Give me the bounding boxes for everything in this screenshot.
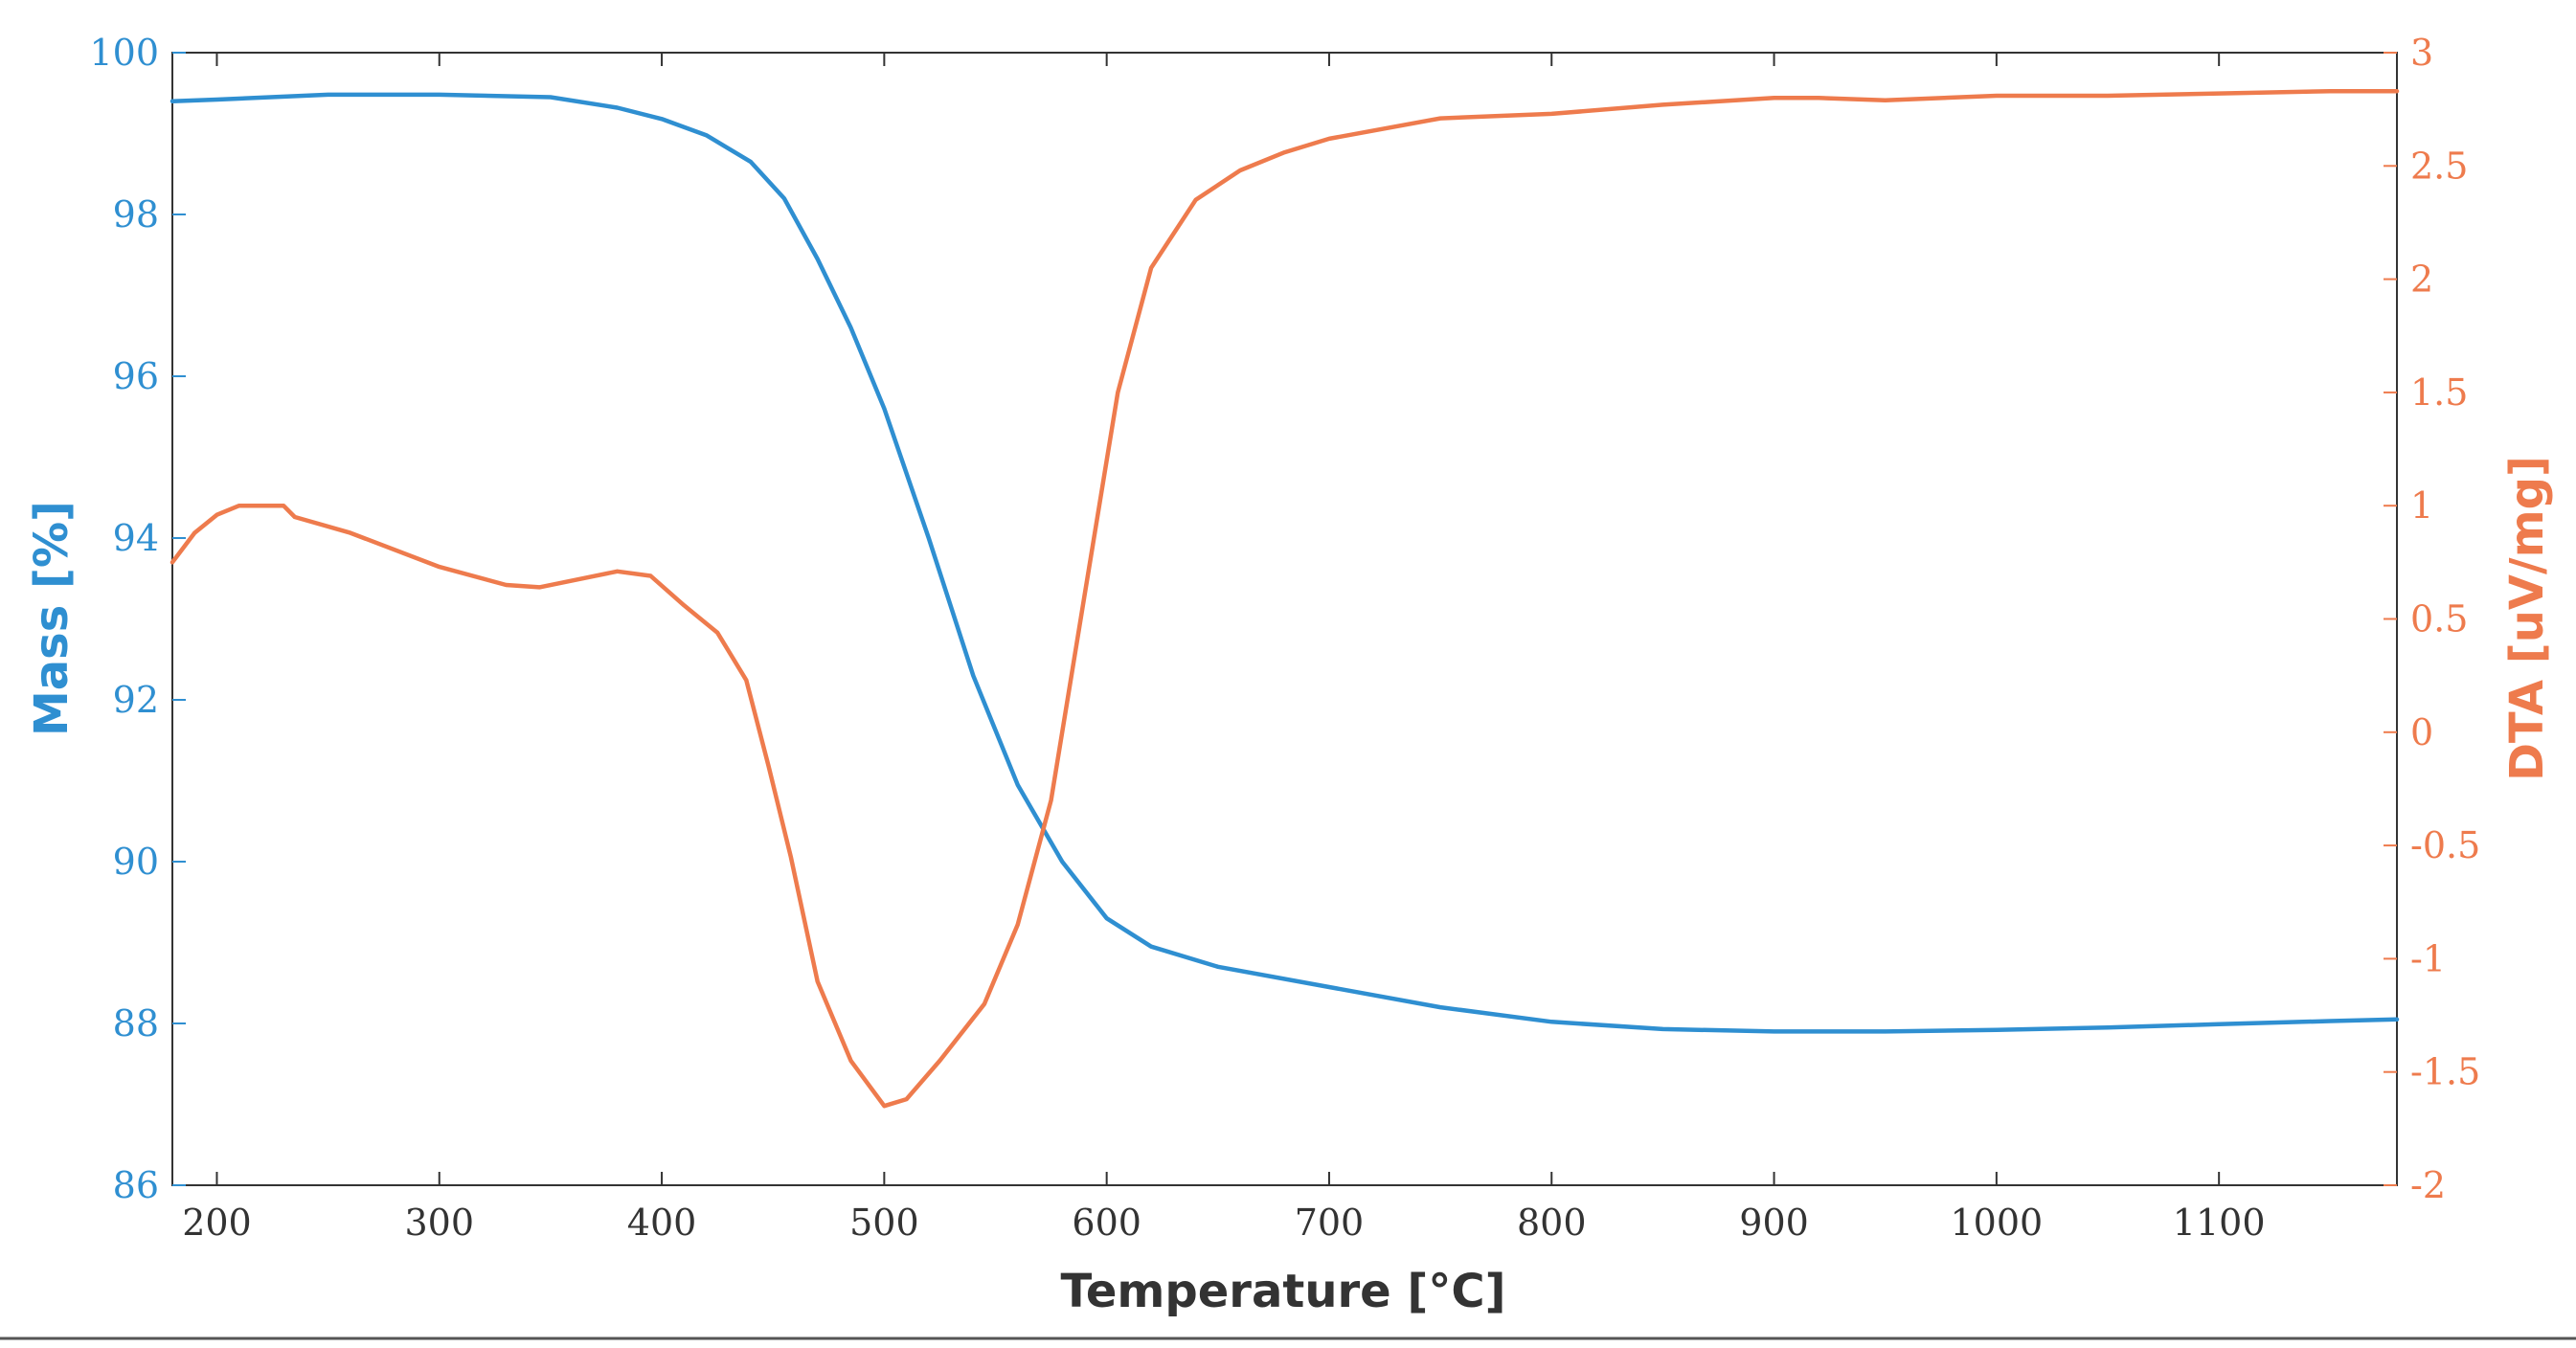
left-tick-label: 92: [113, 679, 159, 721]
left-tick-label: 100: [89, 32, 159, 74]
x-tick-label: 1000: [1951, 1202, 2044, 1244]
x-tick-label: 1100: [2173, 1202, 2266, 1244]
left-y-axis-label: Mass [%]: [25, 501, 79, 736]
right-tick-label: 0: [2410, 711, 2433, 753]
left-axis-ticks: 86 88 90 92 94 96 98 100: [89, 32, 186, 1206]
x-tick-label: 400: [627, 1202, 697, 1244]
right-tick-label: -2: [2410, 1164, 2446, 1206]
x-tick-label: 600: [1072, 1202, 1141, 1244]
right-tick-label: 2.5: [2410, 145, 2468, 187]
right-tick-label: -0.5: [2410, 824, 2480, 866]
left-tick-label: 96: [113, 355, 159, 397]
left-tick-label: 90: [113, 841, 159, 883]
left-tick-label: 94: [113, 517, 159, 559]
right-tick-label: 1: [2410, 484, 2433, 527]
right-tick-label: -1: [2410, 937, 2446, 979]
x-axis-ticks: 200 300 400 500 600 700 800 900 1000 1100: [182, 53, 2266, 1244]
x-tick-label: 500: [849, 1202, 919, 1244]
right-tick-label: 3: [2410, 32, 2433, 74]
x-tick-label: 800: [1517, 1202, 1587, 1244]
x-tick-label: 900: [1739, 1202, 1809, 1244]
x-axis-label: Temperature [°C]: [1060, 1265, 1505, 1318]
right-tick-label: 2: [2410, 258, 2433, 301]
right-axis-ticks: -2 -1.5 -1 -0.5 0 0.5 1 1.5 2 2.5 3: [2384, 32, 2480, 1206]
right-tick-label: 1.5: [2410, 371, 2468, 414]
dta-series-line: [169, 88, 2400, 1109]
x-tick-label: 300: [404, 1202, 474, 1244]
right-y-axis-label: DTA [uV/mg]: [2500, 456, 2554, 781]
left-tick-label: 88: [113, 1002, 159, 1045]
x-tick-label: 700: [1295, 1202, 1365, 1244]
x-tick-label: 200: [182, 1202, 252, 1244]
right-tick-label: -1.5: [2410, 1051, 2480, 1093]
mass-series-line: [169, 92, 2400, 1034]
right-tick-label: 0.5: [2410, 598, 2468, 640]
left-tick-label: 98: [113, 193, 159, 236]
plot-area: [171, 52, 2398, 1186]
left-tick-label: 86: [113, 1164, 159, 1206]
